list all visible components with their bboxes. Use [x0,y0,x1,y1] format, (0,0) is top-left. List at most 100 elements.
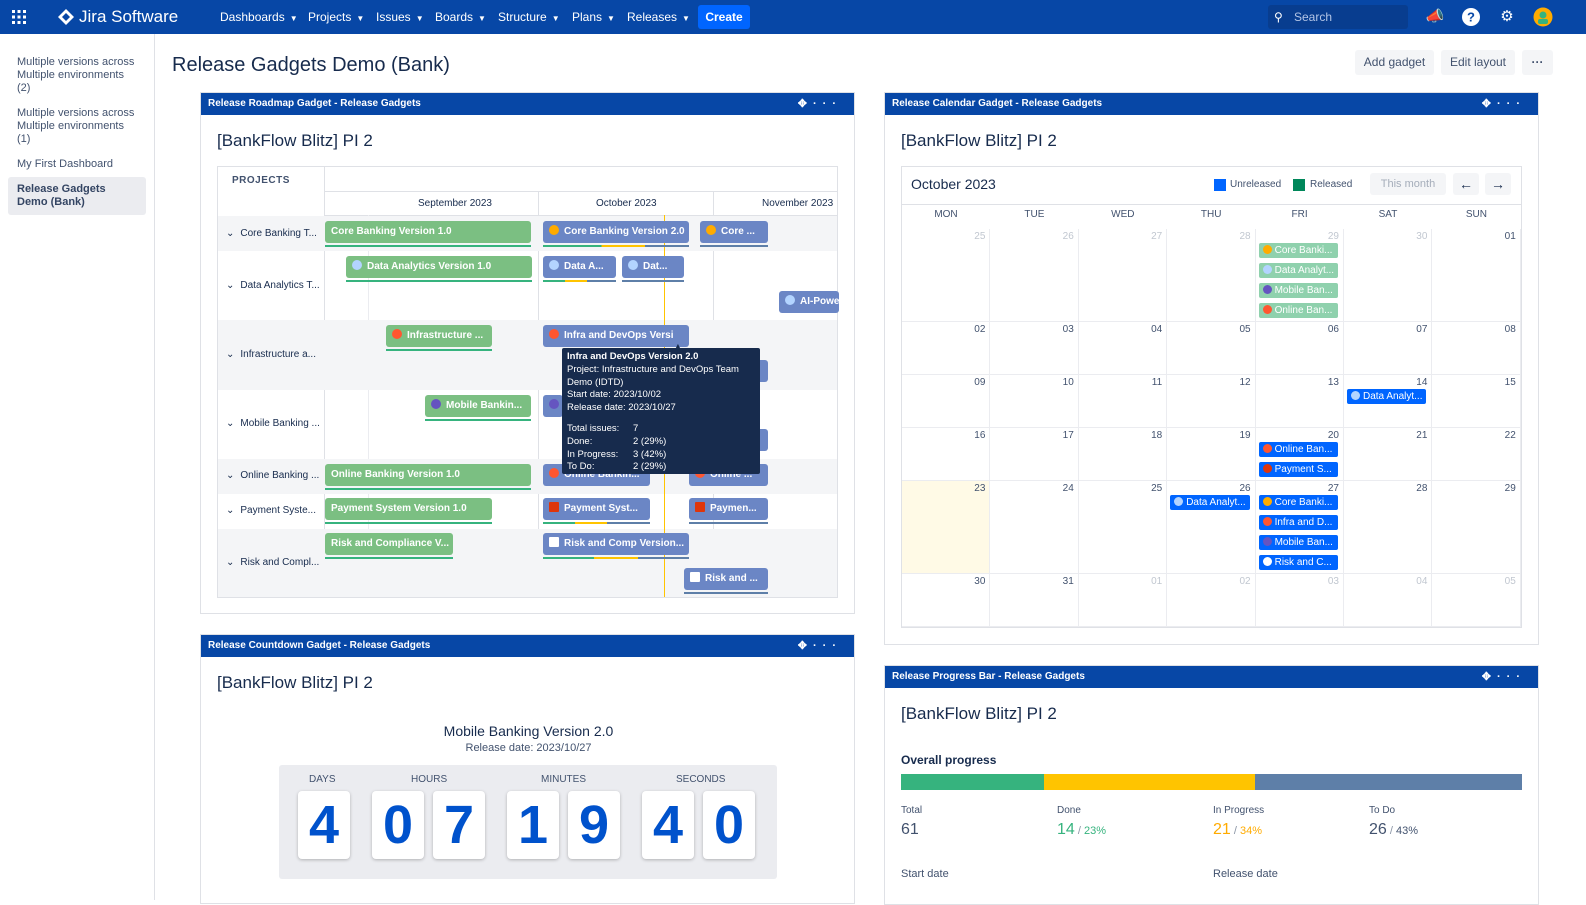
nav-boards[interactable]: Boards ▼ [435,10,486,24]
calendar-day-cell[interactable]: 03 [990,322,1079,375]
calendar-day-cell[interactable]: 18 [1078,428,1168,481]
project-row-online-banking[interactable]: ⌄ Online Banking ... [226,470,319,481]
calendar-day-cell[interactable]: 21 [1344,428,1433,481]
app-switcher-icon[interactable] [12,10,26,24]
jira-logo[interactable]: Jira Software [58,7,178,27]
version-bar[interactable]: Mobile Bankin... [425,395,531,417]
calendar-day-cell[interactable]: 04 [1344,574,1433,627]
calendar-day-cell[interactable]: 05 [1432,574,1521,627]
notifications-megaphone-icon[interactable]: 📣 [1425,8,1445,25]
version-bar[interactable]: Core Banking Version 2.0 [543,221,689,243]
nav-structure[interactable]: Structure ▼ [498,10,560,24]
chevron-down-icon[interactable]: ⌄ [226,280,235,291]
nav-projects[interactable]: Projects ▼ [308,10,364,24]
calendar-day-cell[interactable]: 04 [1078,322,1168,375]
calendar-day-cell[interactable]: 09 [902,375,991,428]
project-row-payment-system[interactable]: ⌄ Payment Syste... [226,505,316,516]
calendar-day-cell[interactable]: 23 [902,481,991,574]
version-bar[interactable]: Payment System Version 1.0 [325,498,492,520]
more-icon[interactable]: ··· [1497,671,1526,683]
calendar-day-cell[interactable]: 22 [1432,428,1521,481]
more-options-button[interactable]: ··· [1522,50,1553,75]
calendar-release-event[interactable]: Data Analyt... [1258,263,1338,278]
calendar-day-cell[interactable]: 10 [990,375,1079,428]
version-bar[interactable]: Dat... [622,256,684,278]
calendar-day-cell[interactable]: 01 [1078,574,1168,627]
user-avatar[interactable] [1533,7,1553,27]
version-bar[interactable]: Core Banking Version 1.0 [325,221,531,243]
version-bar[interactable]: Paymen... [689,498,768,520]
calendar-day-cell[interactable]: 14 [1344,375,1433,428]
calendar-day-cell[interactable]: 17 [990,428,1079,481]
calendar-day-cell[interactable]: 03 [1255,574,1344,627]
move-icon[interactable]: ✥ [797,640,813,652]
this-month-button[interactable]: This month [1370,173,1446,195]
version-bar[interactable]: Data A... [543,256,616,278]
project-row-mobile-banking[interactable]: ⌄ Mobile Banking ... [226,418,320,429]
version-bar[interactable]: Infrastructure ... [386,325,492,347]
sidebar-item-multiple-versions-1[interactable]: Multiple versions across Multiple enviro… [17,107,135,145]
chevron-down-icon[interactable]: ⌄ [226,505,235,516]
version-bar[interactable]: Risk and Comp Version... [543,533,689,555]
calendar-day-cell[interactable]: 02 [902,322,991,375]
calendar-day-cell[interactable]: 01 [1432,229,1521,322]
calendar-release-event[interactable]: Data Analyt... [1347,389,1427,404]
version-bar[interactable]: Data Analytics Version 1.0 [346,256,532,278]
version-bar[interactable]: Infra and DevOps Versi [543,325,689,347]
add-gadget-button[interactable]: Add gadget [1355,50,1434,75]
move-icon[interactable]: ✥ [1481,671,1497,683]
version-bar[interactable]: Online Banking Version 1.0 [325,464,531,486]
version-bar[interactable]: Risk and Compliance V... [325,533,453,555]
chevron-down-icon[interactable]: ⌄ [226,557,235,568]
edit-layout-button[interactable]: Edit layout [1441,50,1515,75]
nav-issues[interactable]: Issues ▼ [376,10,424,24]
calendar-day-cell[interactable]: 26 [1167,481,1256,574]
project-row-data-analytics[interactable]: ⌄ Data Analytics T... [226,280,320,291]
calendar-day-cell[interactable]: 19 [1167,428,1256,481]
move-icon[interactable]: ✥ [1481,98,1497,110]
sidebar-item-multiple-versions-2[interactable]: Multiple versions across Multiple enviro… [17,56,135,94]
chevron-down-icon[interactable]: ⌄ [226,418,235,429]
calendar-day-cell[interactable]: 11 [1078,375,1168,428]
calendar-day-cell[interactable]: 28 [1167,229,1256,322]
calendar-release-event[interactable]: Risk and C... [1258,555,1338,570]
project-row-risk-compliance[interactable]: ⌄ Risk and Compl... [226,557,319,568]
calendar-day-cell[interactable]: 29 [1432,481,1521,574]
calendar-day-cell[interactable]: 30 [902,574,991,627]
calendar-release-event[interactable]: Core Banki... [1258,495,1338,510]
more-icon[interactable]: ··· [813,98,842,110]
calendar-day-cell[interactable]: 16 [902,428,991,481]
sidebar-item-my-first-dashboard[interactable]: My First Dashboard [17,158,113,170]
chevron-down-icon[interactable]: ⌄ [226,349,235,360]
chevron-down-icon[interactable]: ⌄ [226,470,235,481]
more-icon[interactable]: ··· [1497,98,1526,110]
calendar-release-event[interactable]: Infra and D... [1258,515,1338,530]
calendar-day-cell[interactable]: 27 [1255,481,1344,574]
calendar-day-cell[interactable]: 31 [990,574,1079,627]
calendar-release-event[interactable]: Data Analyt... [1170,495,1250,510]
calendar-release-event[interactable]: Mobile Ban... [1258,535,1338,550]
search-input[interactable]: ⚲ Search [1268,5,1408,29]
calendar-day-cell[interactable]: 30 [1344,229,1433,322]
prev-month-arrow-icon[interactable]: ← [1453,173,1479,195]
calendar-day-cell[interactable]: 13 [1255,375,1344,428]
version-bar[interactable]: Risk and ... [684,568,768,590]
calendar-day-cell[interactable]: 08 [1432,322,1521,375]
calendar-day-cell[interactable]: 15 [1432,375,1521,428]
project-row-infrastructure[interactable]: ⌄ Infrastructure a... [226,349,316,360]
move-icon[interactable]: ✥ [797,98,813,110]
calendar-day-cell[interactable]: 28 [1344,481,1433,574]
calendar-day-cell[interactable]: 27 [1078,229,1168,322]
calendar-day-cell[interactable]: 05 [1167,322,1256,375]
calendar-release-event[interactable]: Online Ban... [1258,303,1338,318]
calendar-day-cell[interactable]: 02 [1167,574,1256,627]
calendar-day-cell[interactable]: 20 [1255,428,1344,481]
calendar-day-cell[interactable]: 07 [1344,322,1433,375]
more-icon[interactable]: ··· [813,640,842,652]
calendar-day-cell[interactable]: 06 [1255,322,1344,375]
version-bar[interactable]: AI-Powe [779,291,839,313]
nav-plans[interactable]: Plans ▼ [572,10,615,24]
calendar-release-event[interactable]: Mobile Ban... [1258,283,1338,298]
nav-releases[interactable]: Releases ▼ [627,10,690,24]
calendar-day-cell[interactable]: 12 [1167,375,1256,428]
